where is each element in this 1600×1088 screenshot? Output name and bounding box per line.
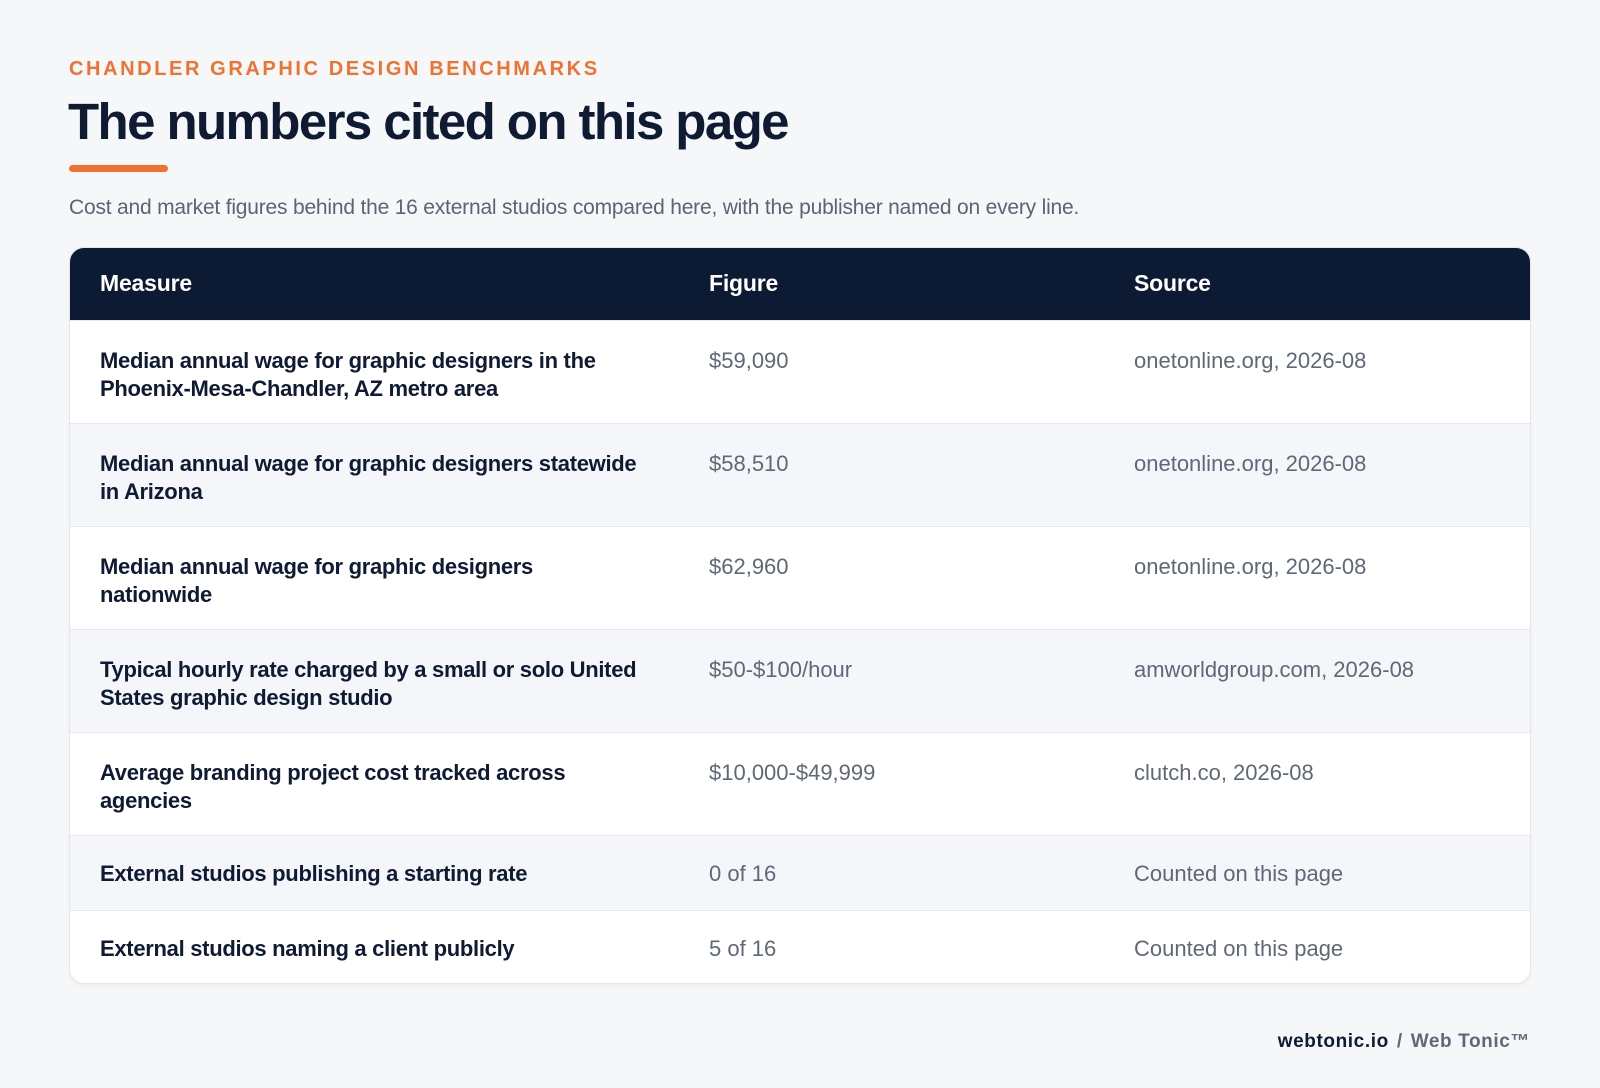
measure-cell: Median annual wage for graphic designers… [100,553,533,607]
figure-cell: 0 of 16 [709,860,777,886]
figure-cell: $10,000-$49,999 [709,759,876,785]
measure-cell: External studios naming a client publicl… [100,935,515,961]
source-cell: amworldgroup.com, 2026-08 [1134,656,1415,682]
table-header-row: Measure Figure Source [70,248,1530,320]
source-cell: onetonline.org, 2026-08 [1134,553,1367,579]
table-header: Measure Figure Source [70,248,1530,320]
measure-cell: Average branding project cost tracked ac… [100,759,566,813]
table-row: Average branding project cost tracked ac… [70,732,1530,835]
table-body: Median annual wage for graphic designers… [70,320,1530,983]
source-cell: clutch.co, 2026-08 [1134,759,1314,785]
source-cell: onetonline.org, 2026-08 [1134,450,1367,476]
table-row: Typical hourly rate charged by a small o… [70,629,1530,732]
footer-site: webtonic.io [1277,1031,1389,1052]
table-row: Median annual wage for graphic designers… [70,526,1530,629]
table-row: External studios naming a client publicl… [70,910,1530,983]
measure-cell: Typical hourly rate charged by a small o… [100,656,637,710]
source-cell: Counted on this page [1134,935,1344,961]
eyebrow-label: CHANDLER GRAPHIC DESIGN BENCHMARKS [69,58,600,80]
column-header-figure: Figure [709,270,779,297]
source-cell: Counted on this page [1134,860,1344,886]
page-description: Cost and market figures behind the 16 ex… [69,196,1080,219]
footer-separator: / [1396,1031,1403,1052]
column-header-measure: Measure [100,270,192,297]
table-row: External studios publishing a starting r… [70,835,1530,910]
measure-cell: Median annual wage for graphic designers… [100,450,637,504]
figure-cell: $50-$100/hour [709,656,853,682]
footer-brand: Web Tonic™ [1410,1031,1530,1052]
measure-cell: External studios publishing a starting r… [100,860,528,886]
table-row: Median annual wage for graphic designers… [70,423,1530,526]
source-cell: onetonline.org, 2026-08 [1134,347,1367,373]
footer-credit: webtonic.io / Web Tonic™ [1278,1031,1530,1053]
figure-cell: 5 of 16 [709,935,777,961]
figure-cell: $58,510 [709,450,789,476]
table-row: Median annual wage for graphic designers… [70,320,1530,423]
page-title: The numbers cited on this page [68,93,790,150]
benchmarks-table-card: Measure Figure Source Median annual wage… [70,248,1530,983]
title-accent-rule [69,165,168,172]
figure-cell: $62,960 [709,553,789,579]
benchmarks-table: Measure Figure Source Median annual wage… [70,248,1530,983]
figure-cell: $59,090 [709,347,789,373]
column-header-source: Source [1134,270,1211,297]
measure-cell: Median annual wage for graphic designers… [100,347,596,401]
